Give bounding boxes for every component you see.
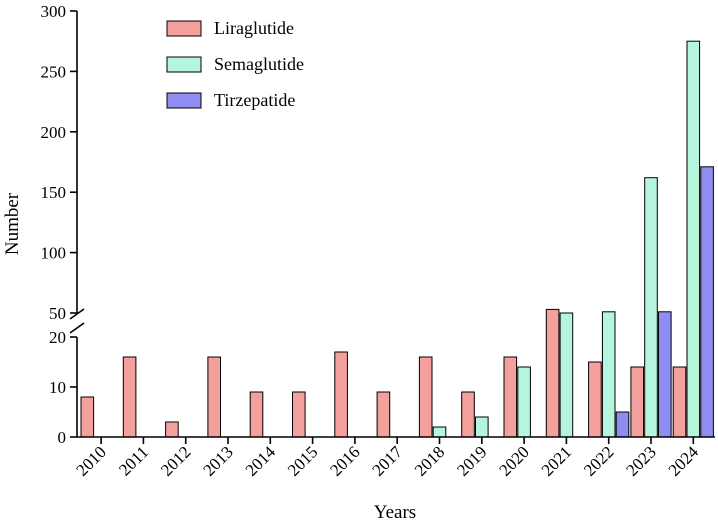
y-tick-label-300: 300: [41, 2, 67, 21]
bar-semaglutide-2023: [644, 177, 658, 438]
legend-swatch-semaglutide: [166, 56, 202, 73]
legend-label-semaglutide: Semaglutide: [214, 54, 304, 74]
x-tick-label-2014: 2014: [242, 442, 280, 480]
y-tick-label-0: 0: [58, 428, 67, 447]
x-tick-label-2020: 2020: [495, 442, 532, 479]
bar-liraglutide-2020: [503, 356, 518, 438]
x-axis-title: Years: [374, 502, 416, 523]
bar-semaglutide-2018: [432, 426, 447, 438]
bar-semaglutide-2022: [601, 311, 616, 438]
legend: Liraglutide Semaglutide Tirzepatide: [166, 18, 304, 110]
bar-liraglutide-2019: [461, 391, 475, 438]
x-tick-label-2018: 2018: [411, 442, 448, 479]
x-tick-label-2019: 2019: [453, 442, 490, 479]
bar-liraglutide-2014: [249, 391, 264, 438]
y-tick-label-20: 20: [49, 328, 66, 347]
bar-liraglutide-2013: [207, 356, 221, 438]
bar-liraglutide-2016: [334, 351, 348, 438]
legend-label-liraglutide: Liraglutide: [214, 18, 294, 38]
bar-liraglutide-2023: [630, 366, 645, 438]
legend-swatch-tirzepatide: [166, 92, 202, 109]
bar-tirzepatide-2022: [615, 411, 630, 438]
bar-liraglutide-2021: [545, 308, 560, 438]
legend-label-tirzepatide: Tirzepatide: [214, 90, 295, 110]
y-tick-label-200: 200: [41, 123, 67, 142]
x-tick-label-2022: 2022: [580, 442, 617, 479]
axis-break-mark-upper: [69, 308, 85, 320]
y-axis-title: Number: [2, 192, 23, 255]
x-tick-label-2010: 2010: [72, 442, 109, 479]
x-tick-label-2011: 2011: [115, 442, 152, 479]
bar-liraglutide-2024: [672, 366, 687, 438]
bar-liraglutide-2018: [418, 356, 433, 438]
bar-liraglutide-2011: [122, 356, 137, 438]
legend-swatch-liraglutide: [166, 20, 202, 37]
x-tick-label-2015: 2015: [284, 442, 321, 479]
x-tick-label-2017: 2017: [369, 442, 407, 480]
bar-semaglutide-2021: [559, 312, 574, 438]
y-tick-label-50: 50: [49, 304, 66, 323]
y-tick-label-150: 150: [41, 183, 67, 202]
x-tick-label-2012: 2012: [157, 442, 194, 479]
y-tick-label-10: 10: [49, 378, 66, 397]
x-tick-label-2016: 2016: [326, 442, 363, 479]
bar-liraglutide-2022: [588, 361, 602, 438]
y-tick-label-250: 250: [41, 62, 67, 81]
bar-liraglutide-2017: [376, 391, 391, 438]
bar-semaglutide-2019: [475, 416, 489, 438]
bar-liraglutide-2010: [80, 396, 95, 438]
bar-semaglutide-2024: [686, 40, 701, 438]
x-tick-label-2021: 2021: [538, 442, 575, 479]
axis-break-mark-lower: [69, 322, 85, 334]
bar-liraglutide-2015: [292, 391, 306, 438]
bar-tirzepatide-2023: [658, 311, 672, 438]
y-tick-label-100: 100: [41, 244, 67, 263]
x-tick-label-2013: 2013: [199, 442, 236, 479]
bar-tirzepatide-2024: [700, 166, 714, 438]
bars-layer: [80, 40, 714, 438]
x-tick-label-2024: 2024: [665, 442, 703, 480]
bar-semaglutide-2020: [517, 366, 531, 438]
x-tick-label-2023: 2023: [622, 442, 659, 479]
bar-liraglutide-2012: [165, 421, 179, 438]
